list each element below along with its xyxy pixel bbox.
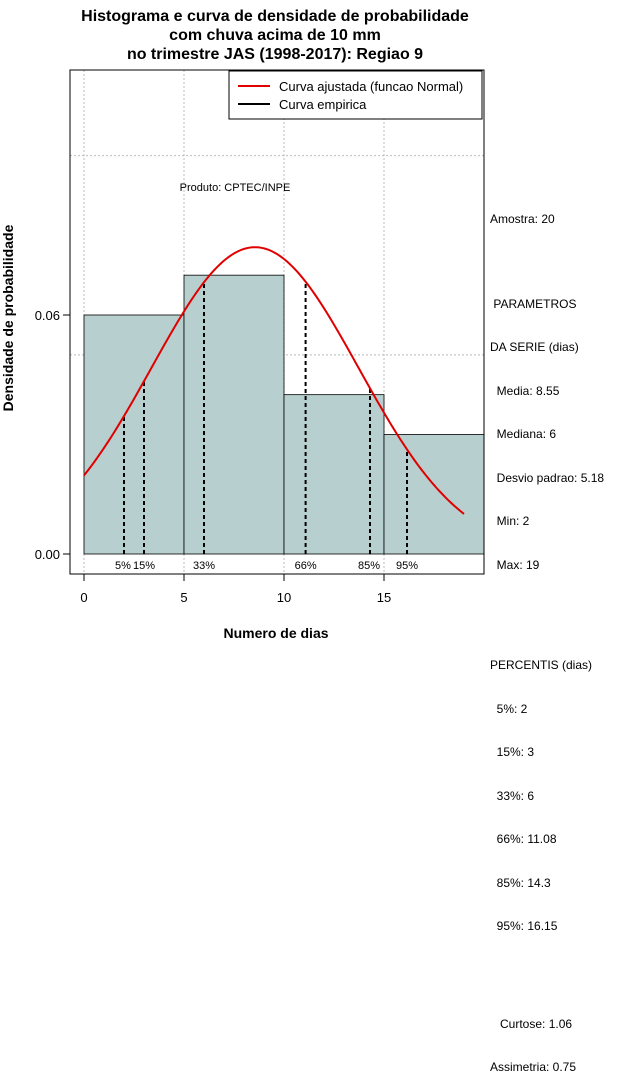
axes-layer: 0 5 10 15 0.00 0.06 — [35, 69, 485, 605]
percentile-marker-label: 95% — [396, 560, 418, 572]
percentil-66: 66%: 11.08 — [490, 832, 557, 846]
histogram-bar — [183, 274, 285, 555]
histogram-chart: Histograma e curva de densidade de proba… — [0, 8, 485, 641]
plot-frame — [69, 69, 485, 575]
percentil-15: 15%: 3 — [490, 745, 535, 759]
param-max: Max: 19 — [490, 557, 540, 572]
percentil-95: 95%: 16.15 — [490, 919, 558, 933]
param-min: Min: 2 — [490, 514, 530, 528]
curve-layer — [83, 246, 465, 515]
param-mediana: Mediana: 6 — [490, 427, 557, 441]
x-tick-label: 5 — [180, 590, 187, 605]
percentil-5: 5%: 2 — [490, 701, 528, 716]
params-title-1: PARAMETROS — [490, 296, 577, 311]
assimetria: Assimetria: 0.75 — [490, 1060, 577, 1074]
bars-layer — [83, 274, 485, 555]
histogram-bar — [83, 314, 185, 555]
percentile-marker-label: 66% — [295, 560, 317, 572]
legend-label-fitted: Curva ajustada (funcao Normal) — [279, 79, 463, 94]
sample-size: Amostra: 20 — [490, 212, 555, 226]
curtose: Curtose: 1.06 — [490, 1016, 573, 1031]
param-desvio: Desvio padrao: 5.18 — [490, 470, 605, 485]
x-tick-label: 10 — [277, 590, 291, 605]
side-panel: Amostra: 20 PARAMETROS DA SERIE (dias) M… — [490, 183, 604, 1089]
percentile-marker-label: 85% — [358, 560, 380, 572]
percentil-85: 85%: 14.3 — [490, 875, 551, 890]
percentile-marker-label: 33% — [193, 560, 215, 572]
x-axis-label: Numero de dias — [223, 625, 328, 641]
params-title-2: DA SERIE (dias) — [490, 340, 579, 354]
x-tick-label: 0 — [80, 590, 87, 605]
param-media: Media: 8.55 — [490, 383, 560, 398]
percentile-marker-label: 15% — [133, 560, 155, 572]
chart-title-line-1: Histograma e curva de densidade de proba… — [81, 8, 469, 25]
legend-box — [228, 70, 483, 120]
fitted-normal-curve — [83, 246, 465, 515]
chart-title-line-3: no trimestre JAS (1998-2017): Regiao 9 — [127, 46, 423, 63]
legend: Curva ajustada (funcao Normal) Curva emp… — [228, 70, 483, 120]
histogram-bar — [283, 394, 385, 555]
legend-label-empirical: Curva empirica — [279, 97, 367, 112]
y-axis-label: Densidade de probabilidade — [0, 224, 16, 411]
x-tick-label: 15 — [377, 590, 391, 605]
percentile-marker-label: 5% — [115, 560, 131, 572]
histogram-bar — [383, 434, 485, 555]
percentis-title: PERCENTIS (dias) — [490, 658, 593, 672]
percentil-33: 33%: 6 — [490, 788, 535, 803]
percentile-markers-layer: 5% 15% 33% 66% 85% 95% — [115, 281, 418, 572]
chart-title-line-2: com chuva acima de 10 mm — [169, 27, 381, 44]
y-tick-label: 0.06 — [35, 308, 60, 323]
y-tick-label: 0.00 — [35, 547, 60, 562]
product-annotation: Produto: CPTEC/INPE — [180, 182, 291, 194]
